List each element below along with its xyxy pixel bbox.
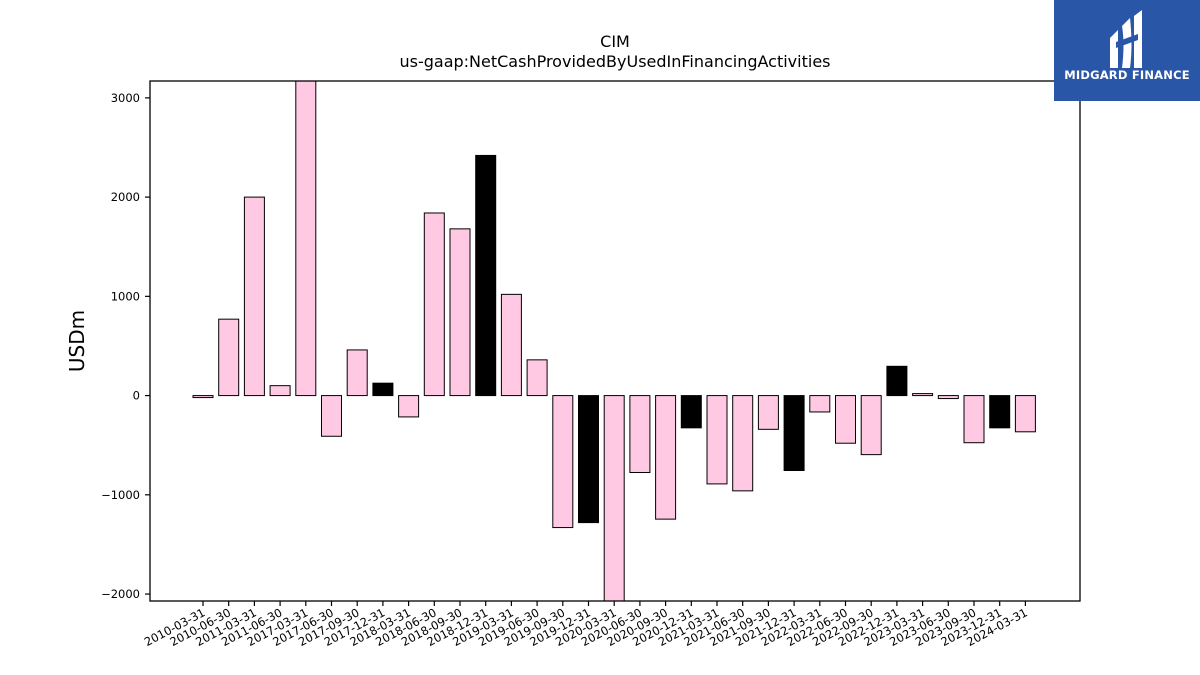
bar-2020-12-31 xyxy=(680,395,702,429)
brand-logo: MIDGARD FINANCE xyxy=(1054,0,1200,101)
bar-2017-03-31 xyxy=(295,80,317,397)
bar-2010-03-31 xyxy=(192,395,214,399)
logo-text: MIDGARD FINANCE xyxy=(1064,68,1190,82)
bar-2021-12-31 xyxy=(783,395,805,472)
bar-2017-09-30 xyxy=(346,349,368,397)
x-axis: 2010-03-312010-06-302011-03-312011-06-30… xyxy=(142,601,1030,649)
bar-2017-06-30 xyxy=(321,395,342,437)
y-tick-label: −2000 xyxy=(101,587,140,601)
bar-2010-06-30 xyxy=(218,318,240,397)
bar-2019-03-31 xyxy=(500,293,522,397)
y-tick-label: 1000 xyxy=(111,289,140,303)
bar-2021-09-30 xyxy=(757,395,779,430)
y-tick-label: 3000 xyxy=(111,91,140,105)
bar-2017-12-31 xyxy=(372,382,394,397)
chart-title: CIM xyxy=(600,32,630,51)
y-tick-label: 0 xyxy=(133,389,140,403)
bar-2023-06-30 xyxy=(937,395,959,400)
y-tick-label: 2000 xyxy=(111,190,140,204)
bar-2023-03-31 xyxy=(912,393,934,397)
bar-2022-06-30 xyxy=(835,395,856,444)
bar-2023-12-31 xyxy=(989,395,1011,429)
bar-2021-06-30 xyxy=(732,395,754,492)
bar-2019-09-30 xyxy=(552,395,574,529)
bar-2022-03-31 xyxy=(809,395,831,413)
bar-2020-09-30 xyxy=(655,395,677,520)
bar-2023-09-30 xyxy=(963,395,985,444)
y-axis: −2000 −1000 0 1000 2000 3000 xyxy=(101,91,150,601)
y-axis-label: USDm xyxy=(65,310,89,372)
bar-2018-03-31 xyxy=(398,395,420,418)
bar-2018-06-30 xyxy=(423,212,445,397)
bar-2022-12-31 xyxy=(886,365,908,397)
bar-2020-06-30 xyxy=(629,395,651,473)
bar-2018-12-31 xyxy=(475,154,497,397)
plot-frame xyxy=(149,80,1081,602)
bar-2011-06-30 xyxy=(269,385,291,397)
bar-2011-03-31 xyxy=(243,196,265,397)
bar-2019-06-30 xyxy=(526,359,548,397)
midgard-logo-icon xyxy=(1110,10,1142,68)
bar-2018-09-30 xyxy=(449,228,471,397)
bar-2021-03-31 xyxy=(706,395,728,485)
chart-subtitle: us-gaap:NetCashProvidedByUsedInFinancing… xyxy=(399,52,831,71)
bar-2020-03-31 xyxy=(603,395,625,602)
bars-group xyxy=(192,80,1036,602)
bar-2022-09-30 xyxy=(860,395,882,456)
bar-2024-03-31 xyxy=(1014,395,1036,433)
bar-2019-12-31 xyxy=(578,395,599,524)
y-tick-label: −1000 xyxy=(101,488,140,502)
